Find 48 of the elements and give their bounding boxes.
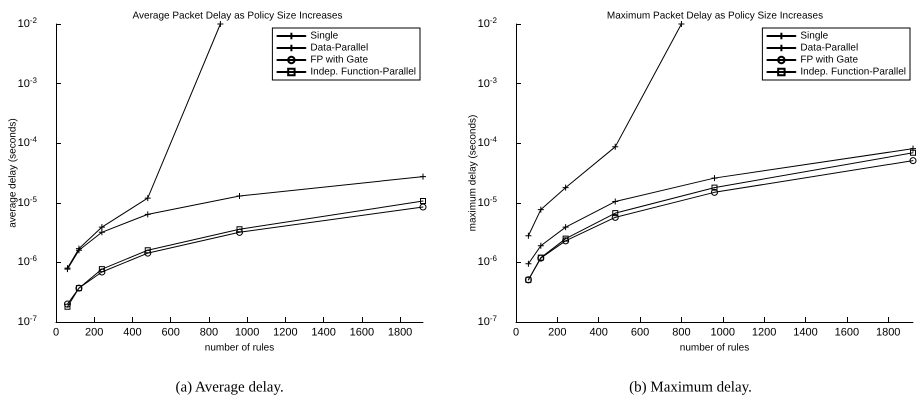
x-tick-label: 200 <box>85 326 104 338</box>
x-tick-label: 1000 <box>234 326 260 338</box>
legend-label: Indep. Function-Parallel <box>310 66 416 78</box>
x-tick-label: 600 <box>630 326 650 338</box>
y-tick-label: 10$^{-3}$ <box>478 76 497 91</box>
y-tick-label: 10$^{-5}$ <box>478 194 497 210</box>
y-tick-label: 10$^{-4}$ <box>18 135 37 150</box>
x-tick-label: 1400 <box>311 326 336 338</box>
y-tick-label: 10$^{-3}$ <box>18 76 37 91</box>
y-tick-label: 10$^{-6}$ <box>478 254 497 270</box>
x-tick-label: 1600 <box>834 326 860 338</box>
x-tick-label: 400 <box>590 326 608 338</box>
legend-label: Indep. Function-Parallel <box>800 66 906 78</box>
chart-title: Maximum Packet Delay as Policy Size Increases <box>606 10 824 22</box>
y-axis-title: maximum delay (seconds) <box>468 114 478 232</box>
legend-label: FP with Gate <box>310 54 368 66</box>
text: (a) Average delay. <box>175 380 284 396</box>
x-tick-label: 1600 <box>350 326 374 338</box>
x-tick-label: 1400 <box>793 326 818 338</box>
y-tick-label: 10$^{-4}$ <box>478 135 497 150</box>
x-tick-label: 800 <box>200 326 218 338</box>
x-tick-label: 200 <box>548 326 567 338</box>
legend-label: Data-Parallel <box>310 42 368 54</box>
x-tick-label: 1800 <box>388 326 412 338</box>
x-tick-label: 1000 <box>710 326 736 338</box>
x-axis-title: number of rules <box>680 342 750 354</box>
y-tick-label: 10$^{-6}$ <box>18 254 37 270</box>
text: (b) Maximum delay. <box>629 380 752 396</box>
chart-title: Average Packet Delay as Policy Size Increases <box>132 10 342 22</box>
x-tick-label: 1200 <box>752 326 776 338</box>
x-tick-label: 400 <box>123 326 142 338</box>
y-tick-label: 10$^{-2}$ <box>478 16 497 31</box>
x-tick-label: 0 <box>52 326 60 338</box>
y-tick-label: 10$^{-5}$ <box>18 194 37 210</box>
legend-label: Single <box>310 30 339 42</box>
y-axis-title: average delay (seconds) <box>8 118 18 228</box>
x-tick-label: 1800 <box>876 326 900 338</box>
y-tick-label: 10$^{-7}$ <box>478 314 497 329</box>
x-axis-title: number of rules <box>204 342 274 354</box>
x-tick-label: 1200 <box>273 326 298 338</box>
legend-label: Single <box>800 30 829 42</box>
legend-label: Data-Parallel <box>800 42 858 54</box>
x-tick-label: 800 <box>672 326 691 338</box>
x-tick-label: 600 <box>162 326 180 338</box>
legend-label: FP with Gate <box>800 54 858 66</box>
y-tick-label: 10$^{-2}$ <box>18 16 37 31</box>
y-tick-label: 10$^{-7}$ <box>18 314 37 329</box>
x-tick-label: 0 <box>512 326 520 338</box>
